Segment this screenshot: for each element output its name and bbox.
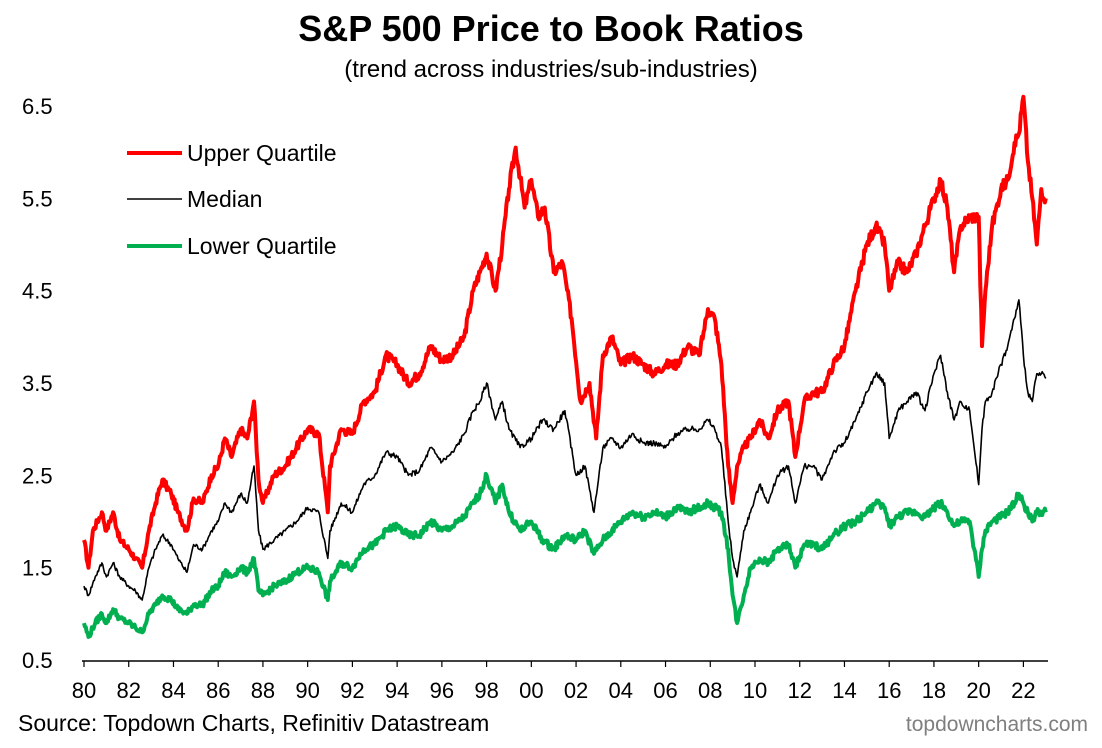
y-tick-label: 4.5 bbox=[22, 279, 53, 304]
x-tick-label: 12 bbox=[787, 678, 811, 703]
series-line-lower-quartile bbox=[82, 471, 1048, 639]
y-tick-label: 6.5 bbox=[22, 94, 53, 119]
x-tick-label: 90 bbox=[295, 678, 319, 703]
legend-label: Lower Quartile bbox=[187, 233, 337, 259]
legend: Upper Quartile Median Lower Quartile bbox=[127, 140, 337, 259]
x-tick-label: 80 bbox=[72, 678, 96, 703]
x-tick-label: 14 bbox=[832, 678, 856, 703]
legend-label: Upper Quartile bbox=[187, 140, 337, 166]
x-tick-label: 96 bbox=[430, 678, 454, 703]
series-line-median bbox=[83, 299, 1047, 601]
y-tick-label: 1.5 bbox=[22, 556, 53, 581]
x-tick-label: 02 bbox=[564, 678, 588, 703]
x-tick-label: 86 bbox=[206, 678, 230, 703]
legend-label: Median bbox=[187, 186, 262, 212]
source-note: Source: Topdown Charts, Refinitiv Datast… bbox=[18, 710, 490, 736]
y-tick-label: 2.5 bbox=[22, 463, 53, 488]
axes: 0.5 1.5 2.5 3.5 4.5 5.5 6.5 80 82 84 86 88 90 92 94 96 9… bbox=[22, 94, 1048, 703]
x-tick-label: 18 bbox=[922, 678, 946, 703]
watermark: topdowncharts.com bbox=[905, 713, 1088, 736]
x-tick-label: 94 bbox=[385, 678, 409, 703]
x-tick-label: 88 bbox=[251, 678, 275, 703]
series-line-upper-quartile bbox=[82, 94, 1048, 570]
chart-title: S&P 500 Price to Book Ratios bbox=[298, 8, 804, 49]
y-tick-label: 0.5 bbox=[22, 648, 53, 673]
y-tick-label: 5.5 bbox=[22, 186, 53, 211]
x-tick-label: 98 bbox=[474, 678, 498, 703]
y-tick-label: 3.5 bbox=[22, 371, 53, 396]
x-tick-label: 10 bbox=[743, 678, 767, 703]
x-tick-label: 04 bbox=[609, 678, 633, 703]
x-tick-label: 92 bbox=[340, 678, 364, 703]
x-tick-label: 20 bbox=[966, 678, 990, 703]
x-tick-label: 16 bbox=[877, 678, 901, 703]
x-tick-label: 82 bbox=[116, 678, 140, 703]
x-tick-label: 84 bbox=[161, 678, 185, 703]
x-tick-label: 08 bbox=[698, 678, 722, 703]
series-lines bbox=[82, 94, 1048, 639]
chart-subtitle: (trend across industries/sub-industries) bbox=[344, 56, 758, 83]
x-tick-label: 22 bbox=[1011, 678, 1035, 703]
x-tick-label: 00 bbox=[519, 678, 543, 703]
x-tick-label: 06 bbox=[653, 678, 677, 703]
